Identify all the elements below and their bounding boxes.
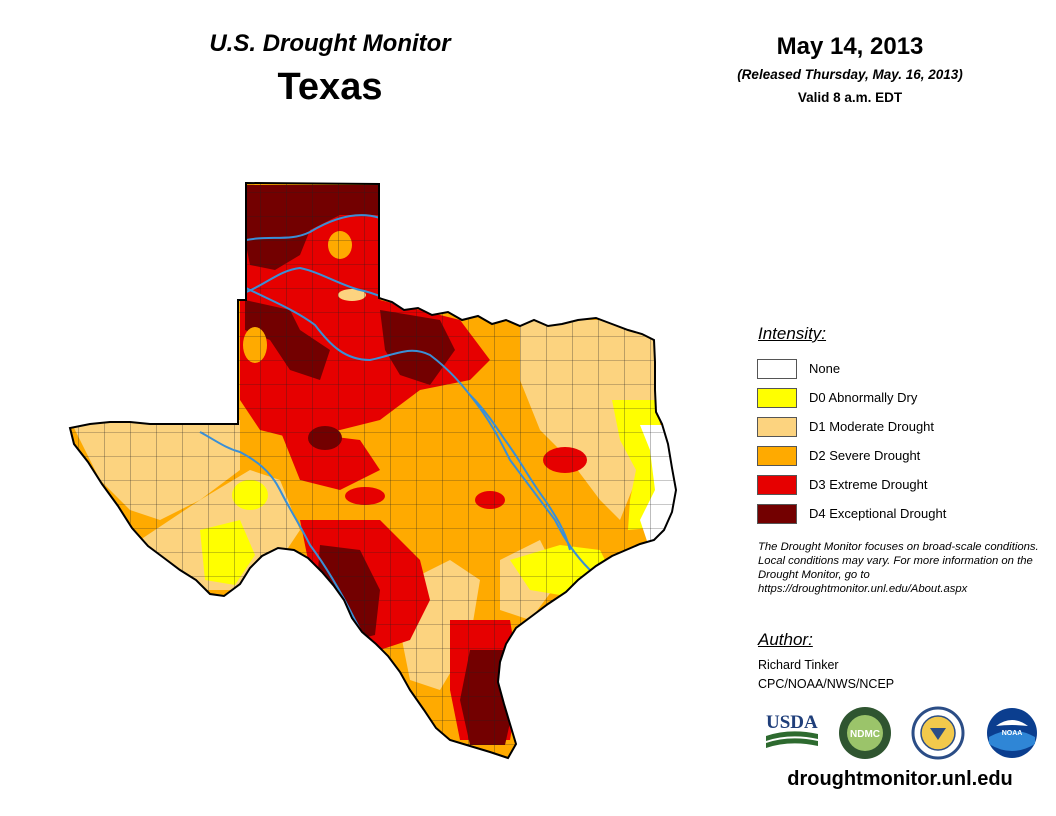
disclaimer-note: The Drought Monitor focuses on broad-sca…: [758, 541, 1039, 595]
valid-time: Valid 8 a.m. EDT: [797, 90, 903, 105]
legend-item-d2: D2 Severe Drought: [757, 441, 946, 470]
ndmc-logo-text: NDMC: [850, 729, 880, 740]
legend-heading: Intensity:: [758, 324, 827, 343]
legend-label: D2 Severe Drought: [809, 448, 921, 463]
site-url: droughtmonitor.unl.edu: [787, 768, 1013, 790]
usda-logo: USDA: [766, 712, 818, 748]
partner-logos: USDA NDMC NOAA: [766, 706, 1037, 760]
legend-item-d4: D4 Exceptional Drought: [757, 499, 946, 528]
map-date: May 14, 2013: [776, 33, 924, 60]
legend-swatch: [757, 474, 797, 495]
noaa-logo: NOAA: [987, 708, 1037, 758]
legend-label: D4 Exceptional Drought: [809, 506, 947, 521]
legend: None D0 Abnormally Dry D1 Moderate Droug…: [757, 354, 946, 528]
noaa-logo-text: NOAA: [1002, 730, 1023, 737]
legend-item-d1: D1 Moderate Drought: [757, 412, 946, 441]
legend-label: None: [809, 361, 841, 376]
ndmc-logo: NDMC: [839, 707, 891, 759]
usda-logo-text: USDA: [766, 712, 818, 733]
legend-swatch: [757, 387, 797, 408]
brazos-river: [245, 287, 613, 601]
release-date: (Released Thursday, May. 16, 2013): [737, 67, 963, 82]
county-lines: [70, 183, 676, 758]
trinity-river: [469, 394, 571, 551]
legend-item-d3: D3 Extreme Drought: [757, 470, 946, 499]
region-title: Texas: [277, 66, 383, 108]
legend-swatch: [757, 358, 797, 379]
author-heading: Author:: [758, 630, 813, 649]
legend-item-d0: D0 Abnormally Dry: [757, 383, 946, 412]
legend-swatch: [757, 416, 797, 437]
legend-label: D0 Abnormally Dry: [809, 390, 918, 405]
commerce-seal-logo: [911, 706, 965, 760]
legend-swatch: [757, 445, 797, 466]
product-title: U.S. Drought Monitor: [209, 30, 451, 57]
legend-swatch: [757, 503, 797, 524]
legend-label: D3 Extreme Drought: [809, 477, 928, 492]
author-name: Richard Tinker: [758, 658, 839, 672]
legend-item-none: None: [757, 354, 946, 383]
canadian-river: [245, 214, 381, 241]
legend-label: D1 Moderate Drought: [809, 419, 935, 434]
author-org: CPC/NOAA/NWS/NCEP: [758, 677, 895, 691]
